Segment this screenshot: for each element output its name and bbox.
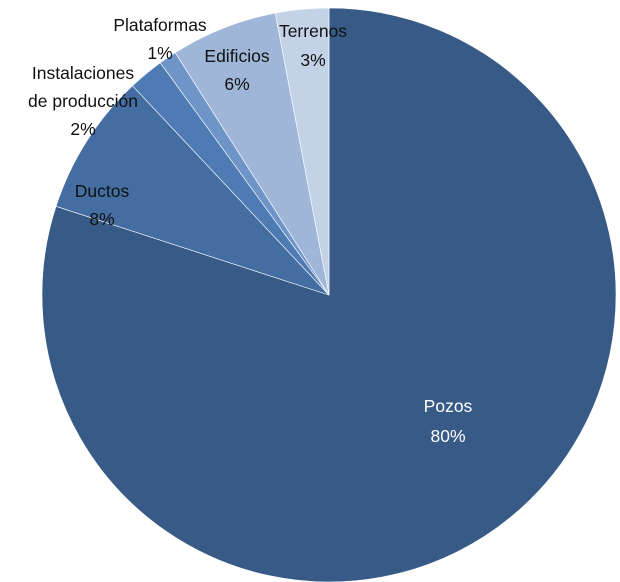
label-pozos: Pozos (424, 396, 473, 416)
pie-slices (41, 7, 617, 582)
value-ductos: 8% (89, 209, 114, 229)
label-plataformas: Plataformas (113, 15, 207, 35)
value-terrenos: 3% (300, 50, 325, 70)
value-edificios: 6% (224, 74, 249, 94)
label-instalaciones-line1: Instalaciones (32, 63, 134, 83)
label-instalaciones-line2: de producción (28, 91, 138, 111)
label-edificios: Edificios (204, 46, 269, 66)
value-plataformas: 1% (147, 43, 172, 63)
label-terrenos: Terrenos (279, 21, 347, 41)
value-pozos: 80% (430, 426, 465, 446)
pie-slice-terrenos (274, 7, 330, 296)
label-ductos: Ductos (75, 181, 130, 201)
value-instalaciones: 2% (70, 119, 95, 139)
pie-slice-ductos (55, 85, 330, 296)
